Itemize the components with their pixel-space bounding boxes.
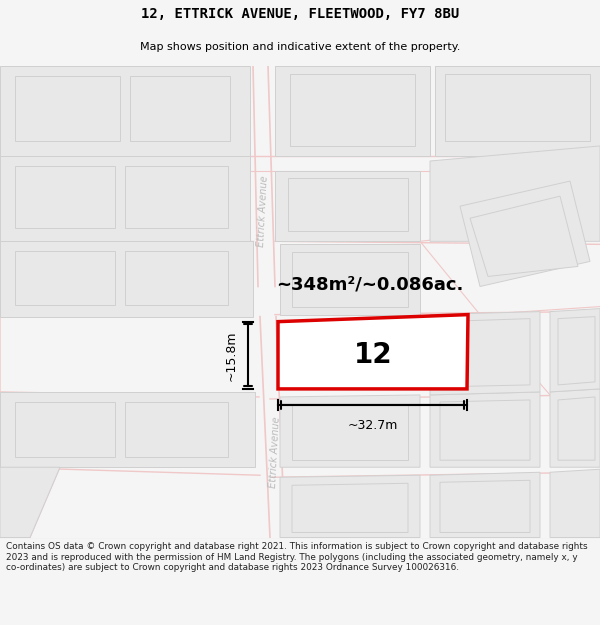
- Polygon shape: [290, 74, 415, 146]
- Polygon shape: [0, 392, 255, 468]
- Polygon shape: [278, 314, 468, 389]
- Text: ~32.7m: ~32.7m: [347, 419, 398, 432]
- Polygon shape: [430, 312, 540, 395]
- Text: ~15.8m: ~15.8m: [225, 330, 238, 381]
- Text: ~348m²/~0.086ac.: ~348m²/~0.086ac.: [277, 276, 464, 294]
- Text: Contains OS data © Crown copyright and database right 2021. This information is : Contains OS data © Crown copyright and d…: [6, 542, 587, 572]
- Polygon shape: [15, 166, 115, 228]
- Polygon shape: [470, 196, 578, 276]
- Polygon shape: [0, 156, 250, 241]
- Polygon shape: [280, 244, 420, 314]
- Polygon shape: [445, 74, 590, 141]
- Polygon shape: [15, 402, 115, 457]
- Polygon shape: [440, 319, 530, 387]
- Polygon shape: [0, 66, 250, 156]
- Polygon shape: [550, 389, 600, 468]
- Polygon shape: [288, 178, 408, 231]
- Polygon shape: [292, 483, 408, 532]
- Polygon shape: [275, 171, 420, 241]
- Text: Ettrick Avenue: Ettrick Avenue: [268, 416, 282, 488]
- Polygon shape: [440, 400, 530, 460]
- Polygon shape: [125, 251, 228, 304]
- Text: Ettrick Avenue: Ettrick Avenue: [256, 175, 270, 247]
- Polygon shape: [292, 253, 408, 307]
- Text: 12, ETTRICK AVENUE, FLEETWOOD, FY7 8BU: 12, ETTRICK AVENUE, FLEETWOOD, FY7 8BU: [141, 8, 459, 21]
- Text: Map shows position and indicative extent of the property.: Map shows position and indicative extent…: [140, 42, 460, 52]
- Polygon shape: [0, 468, 60, 538]
- Polygon shape: [130, 76, 230, 141]
- Polygon shape: [435, 66, 600, 156]
- Polygon shape: [280, 475, 420, 538]
- Polygon shape: [292, 405, 408, 460]
- Polygon shape: [440, 480, 530, 532]
- Polygon shape: [558, 397, 595, 460]
- Polygon shape: [0, 241, 253, 317]
- Text: 12: 12: [353, 341, 392, 369]
- Polygon shape: [15, 251, 115, 304]
- Polygon shape: [430, 392, 540, 468]
- Polygon shape: [275, 66, 430, 156]
- Polygon shape: [125, 166, 228, 228]
- Polygon shape: [430, 146, 600, 241]
- Polygon shape: [550, 309, 600, 392]
- Polygon shape: [430, 472, 540, 538]
- Polygon shape: [550, 469, 600, 538]
- Polygon shape: [460, 181, 590, 286]
- Polygon shape: [15, 76, 120, 141]
- Polygon shape: [280, 395, 420, 468]
- Polygon shape: [125, 402, 228, 457]
- Polygon shape: [558, 317, 595, 385]
